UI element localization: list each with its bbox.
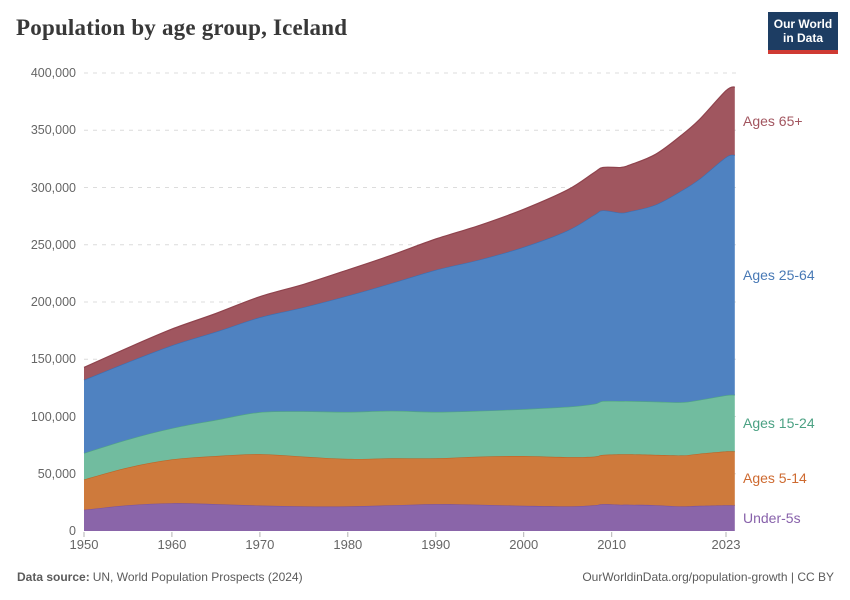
legend-label-ages-5-14[interactable]: Ages 5-14 [743, 470, 807, 487]
x-tick-label: 1960 [157, 537, 187, 552]
boundary-line-ages-65-plus [83, 86, 736, 368]
data-source-text: UN, World Population Prospects (2024) [92, 570, 303, 584]
x-tick-label: 2023 [711, 537, 741, 552]
y-tick-label: 400,000 [30, 66, 76, 80]
x-tick-label: 1980 [333, 537, 363, 552]
x-tick-label: 1970 [245, 537, 275, 552]
area-ages-5-14[interactable] [84, 451, 735, 510]
y-tick-label: 100,000 [30, 409, 76, 424]
data-source-label: Data source: [17, 570, 90, 584]
y-tick-label: 200,000 [30, 295, 76, 309]
owid-logo-line1: Our World [773, 17, 833, 31]
footer: Data source: UN, World Population Prospec… [0, 567, 850, 589]
credit-link[interactable]: OurWorldinData.org/population-growth | C… [582, 570, 834, 584]
legend-label-ages-25-64[interactable]: Ages 25-64 [743, 266, 815, 283]
y-tick-label: 250,000 [30, 237, 76, 252]
legend-label-under-5s[interactable]: Under-5s [743, 510, 801, 527]
data-source: Data source: UN, World Population Prospec… [17, 570, 303, 584]
area-under-5s[interactable] [84, 503, 735, 531]
y-tick-label: 50,000 [37, 466, 76, 481]
owid-logo-line2: in Data [782, 31, 823, 45]
y-tick-label: 350,000 [30, 123, 76, 138]
area-ages-15-24[interactable] [84, 394, 735, 480]
y-tick-label: 300,000 [30, 180, 76, 195]
x-tick-label: 1950 [69, 537, 99, 552]
y-tick-label: 0 [69, 524, 76, 538]
area-ages-65-plus[interactable] [84, 86, 735, 380]
x-tick-label: 2000 [509, 537, 539, 552]
legend-label-ages-65-plus[interactable]: Ages 65+ [743, 112, 803, 129]
x-tick-label: 1990 [421, 537, 451, 552]
owid-logo[interactable]: Our World in Data [768, 12, 838, 54]
y-tick-label: 150,000 [30, 352, 76, 367]
x-tick-label: 2010 [597, 537, 627, 552]
page-title: Population by age group, Iceland [16, 15, 348, 40]
legend-label-ages-15-24[interactable]: Ages 15-24 [743, 415, 815, 432]
area-ages-25-64[interactable] [84, 154, 735, 454]
